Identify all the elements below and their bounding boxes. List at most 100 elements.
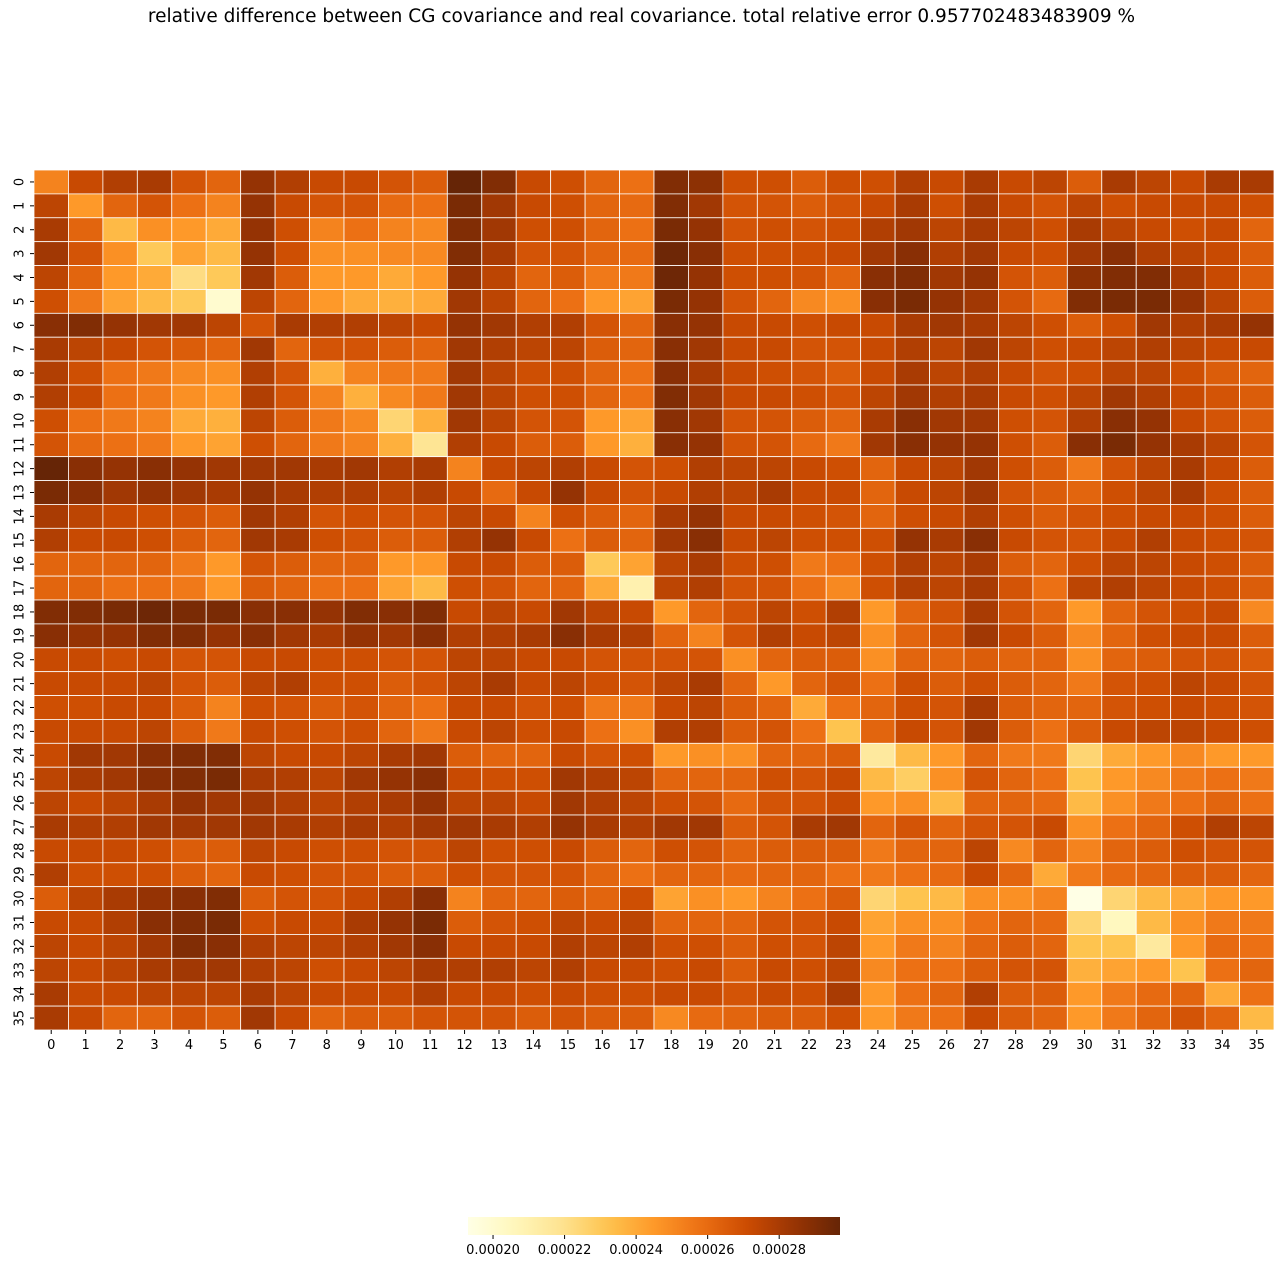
heatmap-cell bbox=[481, 719, 517, 744]
y-tick-label: 16 bbox=[13, 556, 28, 573]
heatmap-cell bbox=[481, 934, 517, 959]
y-tick-label: 20 bbox=[13, 651, 28, 668]
heatmap-cell bbox=[722, 742, 758, 768]
heatmap-cell bbox=[171, 934, 207, 959]
heatmap-cell bbox=[1066, 432, 1103, 458]
heatmap-cell bbox=[68, 790, 104, 816]
heatmap-cell bbox=[929, 265, 965, 290]
heatmap-cell bbox=[68, 312, 104, 338]
heatmap-cell bbox=[102, 647, 138, 673]
heatmap-cell bbox=[33, 432, 69, 458]
heatmap-cell bbox=[205, 456, 242, 481]
heatmap-cell bbox=[963, 1005, 999, 1031]
heatmap-cell bbox=[274, 814, 310, 840]
heatmap-cell bbox=[274, 241, 310, 266]
heatmap-cell bbox=[929, 742, 965, 768]
heatmap-cell bbox=[756, 719, 793, 744]
heatmap-cell bbox=[1204, 934, 1240, 959]
heatmap-cell bbox=[550, 384, 586, 410]
heatmap-cell bbox=[825, 838, 862, 864]
heatmap-cell bbox=[171, 766, 207, 792]
heatmap-cell bbox=[1239, 790, 1275, 816]
heatmap-cell bbox=[240, 981, 276, 1007]
heatmap-cell bbox=[343, 169, 379, 195]
heatmap-cell bbox=[33, 671, 69, 696]
heatmap-cell bbox=[1135, 336, 1172, 362]
heatmap-cell bbox=[998, 814, 1034, 840]
heatmap-cell bbox=[446, 551, 483, 577]
heatmap-cell bbox=[446, 527, 483, 553]
heatmap-cell bbox=[205, 193, 242, 219]
heatmap-cell bbox=[963, 384, 999, 410]
heatmap-cell bbox=[619, 504, 655, 529]
heatmap-cell bbox=[1204, 504, 1240, 529]
heatmap-cell bbox=[653, 408, 689, 434]
heatmap-cell bbox=[240, 575, 276, 601]
heatmap-cell bbox=[825, 934, 862, 959]
heatmap-cell bbox=[343, 719, 379, 744]
heatmap-cell bbox=[791, 910, 827, 935]
heatmap-cell bbox=[378, 384, 414, 410]
heatmap-cell bbox=[343, 527, 379, 553]
heatmap-cell bbox=[68, 527, 104, 553]
heatmap-cell bbox=[619, 766, 655, 792]
heatmap-cell bbox=[1204, 360, 1240, 386]
heatmap-cell bbox=[998, 981, 1034, 1007]
heatmap-cell bbox=[1101, 719, 1137, 744]
heatmap-cell bbox=[136, 981, 173, 1007]
heatmap-cell bbox=[550, 862, 586, 888]
heatmap-cell bbox=[825, 312, 862, 338]
heatmap-cell bbox=[171, 336, 207, 362]
heatmap-cell bbox=[1204, 886, 1240, 911]
heatmap-cell bbox=[688, 814, 724, 840]
heatmap-cell bbox=[68, 408, 104, 434]
heatmap-cell bbox=[894, 647, 930, 673]
heatmap-cell bbox=[446, 241, 483, 266]
heatmap-cell bbox=[136, 432, 173, 458]
heatmap-cell bbox=[1135, 814, 1172, 840]
y-tick-label: 4 bbox=[13, 273, 28, 281]
heatmap-cell bbox=[584, 599, 620, 625]
heatmap-cell bbox=[963, 671, 999, 696]
x-tick-label: 22 bbox=[801, 1038, 818, 1053]
heatmap-cell bbox=[929, 551, 965, 577]
heatmap-cell bbox=[1239, 217, 1275, 243]
heatmap-cell bbox=[412, 599, 448, 625]
heatmap-cell bbox=[1170, 934, 1206, 959]
heatmap-cell bbox=[240, 957, 276, 983]
heatmap-cell bbox=[136, 910, 173, 935]
heatmap-cell bbox=[688, 169, 724, 195]
heatmap-cell bbox=[205, 671, 242, 696]
heatmap-cell bbox=[860, 504, 896, 529]
heatmap-cell bbox=[481, 384, 517, 410]
heatmap-cell bbox=[929, 695, 965, 720]
heatmap-cell bbox=[343, 647, 379, 673]
heatmap-cell bbox=[481, 456, 517, 481]
heatmap-cell bbox=[825, 456, 862, 481]
heatmap-cell bbox=[929, 719, 965, 744]
heatmap-cell bbox=[309, 790, 345, 816]
heatmap-cell bbox=[1204, 265, 1240, 290]
heatmap-cell bbox=[722, 862, 758, 888]
heatmap-cell bbox=[1204, 790, 1240, 816]
heatmap-cell bbox=[446, 647, 483, 673]
heatmap-cell bbox=[171, 193, 207, 219]
heatmap-cell bbox=[998, 384, 1034, 410]
heatmap-cell bbox=[722, 838, 758, 864]
heatmap-cell bbox=[1066, 1005, 1103, 1031]
heatmap-cell bbox=[446, 432, 483, 458]
heatmap-cell bbox=[309, 527, 345, 553]
heatmap-cell bbox=[1135, 289, 1172, 314]
x-tick-label: 27 bbox=[973, 1038, 990, 1053]
heatmap-cell bbox=[584, 719, 620, 744]
heatmap-cell bbox=[446, 360, 483, 386]
heatmap-cell bbox=[619, 671, 655, 696]
heatmap-cell bbox=[688, 981, 724, 1007]
heatmap-cell bbox=[653, 934, 689, 959]
heatmap-cell bbox=[1135, 910, 1172, 935]
heatmap-cell bbox=[963, 695, 999, 720]
heatmap-cell bbox=[515, 1005, 552, 1031]
heatmap-cell bbox=[412, 766, 448, 792]
heatmap-cell bbox=[205, 336, 242, 362]
heatmap-cell bbox=[171, 790, 207, 816]
